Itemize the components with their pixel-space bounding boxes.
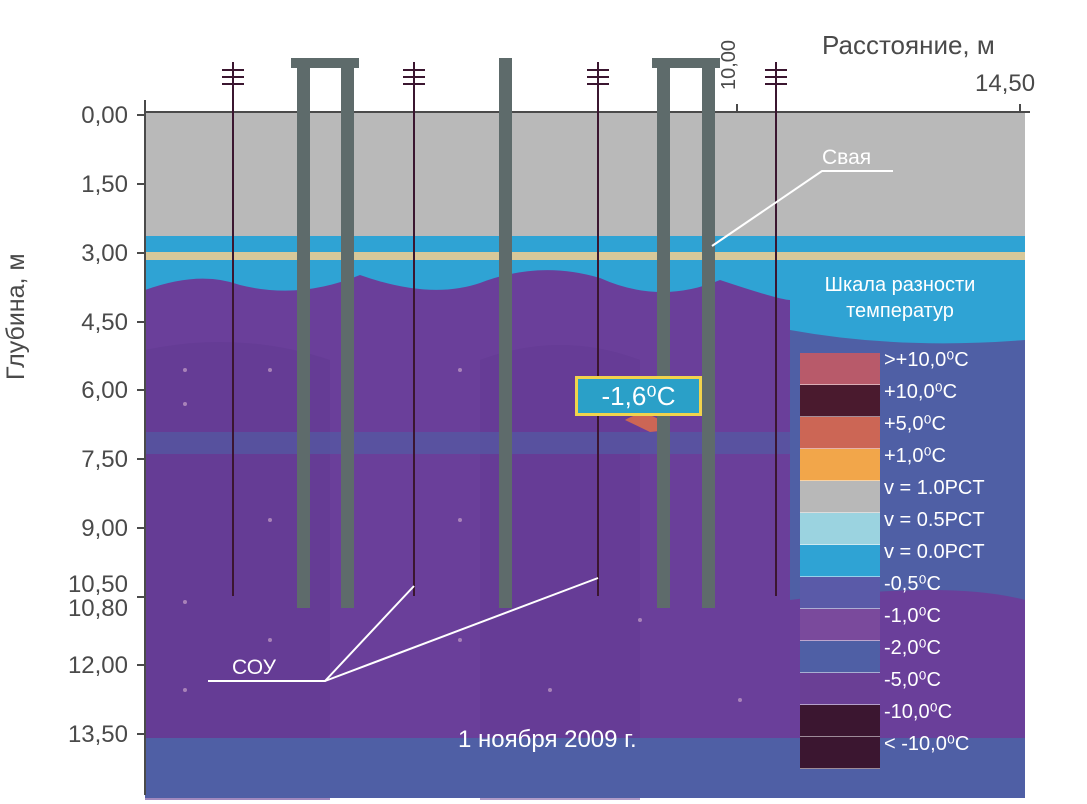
legend-swatch — [800, 737, 880, 769]
cooling-device-label: СОУ — [232, 656, 276, 679]
legend-label: v = 0.0PCT — [884, 541, 985, 563]
piles — [291, 58, 720, 608]
x-axis-title: Расстояние, м — [822, 30, 995, 60]
legend-swatch — [800, 673, 880, 705]
x-tick-14-50: 14,50 — [975, 70, 1036, 97]
legend-label: v = 0.5PCT — [884, 509, 985, 531]
y-tick: 10,80 — [67, 595, 128, 622]
legend-swatch — [800, 385, 880, 417]
legend-label: < -10,0⁰С — [884, 733, 970, 755]
y-tick: 10,50 — [67, 571, 128, 598]
legend-label: +10,0⁰С — [884, 381, 958, 403]
legend-label: -2,0⁰С — [884, 637, 941, 659]
legend-title: Шкала разности температур — [800, 272, 1000, 324]
y-tick: 6,00 — [81, 377, 128, 404]
date-label: 1 ноября 2009 г. — [458, 726, 637, 753]
temperature-callout: -1,6⁰С — [575, 376, 702, 416]
y-tick: 7,50 — [81, 446, 128, 473]
legend-label: >+10,0⁰С — [884, 349, 969, 371]
y-tick: 12,00 — [67, 652, 128, 679]
legend-swatch — [800, 481, 880, 513]
legend-swatch — [800, 353, 880, 385]
legend-title-line1: Шкала разности — [824, 274, 976, 296]
legend-label: v = 1.0PCT — [884, 477, 985, 499]
legend-title-line2: температур — [846, 300, 954, 322]
legend-swatch — [800, 705, 880, 737]
legend-label: +5,0⁰С — [884, 413, 946, 435]
legend-swatch — [800, 545, 880, 577]
y-tick: 1,50 — [81, 171, 128, 198]
y-tick: 4,50 — [81, 309, 128, 336]
legend-label: -10,0⁰С — [884, 701, 953, 723]
x-tick-10-00: 10,00 — [718, 39, 740, 90]
legend-swatch — [800, 513, 880, 545]
legend-label: +1,0⁰С — [884, 445, 946, 467]
y-tick: 9,00 — [81, 515, 128, 542]
legend-label: -1,0⁰С — [884, 605, 941, 627]
legend-label: -0,5⁰С — [884, 573, 941, 595]
legend-swatch — [800, 577, 880, 609]
y-tick: 3,00 — [81, 240, 128, 267]
legend-swatch — [800, 641, 880, 673]
y-tick: 0,00 — [81, 102, 128, 129]
legend-swatch — [800, 449, 880, 481]
y-tick: 13,50 — [67, 721, 128, 748]
legend-swatch — [800, 609, 880, 641]
legend-label: -5,0⁰С — [884, 669, 941, 691]
pile-label: Свая — [822, 146, 872, 169]
cooling-devices — [232, 62, 777, 596]
legend-swatch — [800, 417, 880, 449]
legend-color-scale — [800, 353, 880, 773]
